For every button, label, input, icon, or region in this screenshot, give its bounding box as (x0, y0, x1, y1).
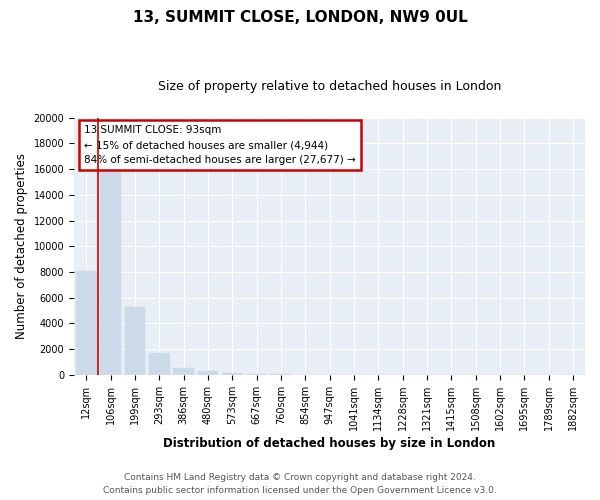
Text: Contains HM Land Registry data © Crown copyright and database right 2024.
Contai: Contains HM Land Registry data © Crown c… (103, 474, 497, 495)
Bar (246, 374, 267, 375)
Title: Size of property relative to detached houses in London: Size of property relative to detached ho… (158, 80, 501, 93)
Bar (149, 353, 170, 375)
Y-axis label: Number of detached properties: Number of detached properties (15, 154, 28, 340)
Bar (76, 270, 97, 375)
Text: 13 SUMMIT CLOSE: 93sqm
← 15% of detached houses are smaller (4,944)
84% of semi-: 13 SUMMIT CLOSE: 93sqm ← 15% of detached… (84, 126, 356, 165)
Bar (197, 371, 218, 375)
X-axis label: Distribution of detached houses by size in London: Distribution of detached houses by size … (163, 437, 496, 450)
Text: 13, SUMMIT CLOSE, LONDON, NW9 0UL: 13, SUMMIT CLOSE, LONDON, NW9 0UL (133, 10, 467, 25)
Bar (222, 372, 242, 375)
Bar (125, 306, 145, 375)
Bar (173, 368, 194, 375)
Bar (100, 163, 121, 375)
